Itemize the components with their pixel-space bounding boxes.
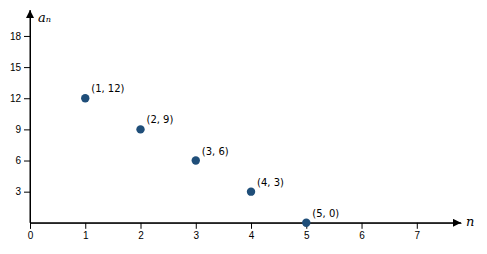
y-axis-line <box>30 11 31 229</box>
y-tick-mark <box>24 98 30 99</box>
y-tick-mark <box>24 161 30 162</box>
x-tick: 2 <box>138 223 144 241</box>
point <box>136 125 144 133</box>
y-tick-label: 18 <box>10 31 22 42</box>
point <box>81 94 89 102</box>
point <box>302 219 310 227</box>
data-label: (4, 3) <box>257 177 284 188</box>
y-tick-mark <box>24 192 30 193</box>
y-tick: 15 <box>10 62 30 73</box>
x-tick-label: 6 <box>359 230 365 241</box>
x-axis: 0 1 2 3 4 5 6 7 <box>28 223 462 241</box>
y-tick-mark <box>24 67 30 68</box>
x-tick-mark <box>85 223 86 229</box>
y-tick-label: 9 <box>15 124 21 135</box>
chart-container: 01234567369121518naₙ(1, 12)(2, 9)(3, 6)(… <box>0 0 487 254</box>
y-axis-arrow <box>30 10 31 223</box>
data-label: (1, 12) <box>91 83 124 94</box>
y-tick-label: 6 <box>15 155 21 166</box>
y-axis-label: aₙ <box>38 10 51 25</box>
x-tick-mark <box>362 223 363 229</box>
y-tick: 12 <box>10 93 30 104</box>
x-tick-label: 2 <box>138 230 144 241</box>
x-tick-label: 1 <box>83 230 89 241</box>
data-labels: (1, 12) (2, 9) (3, 6) (4, 3) (5, 0) <box>91 83 339 219</box>
x-tick-label: 5 <box>304 230 310 241</box>
x-axis-arrow <box>30 222 461 223</box>
x-tick-mark <box>196 223 197 229</box>
x-tick-label: 7 <box>415 230 421 241</box>
data-label: (5, 0) <box>312 208 339 219</box>
point <box>247 187 255 195</box>
y-tick-mark <box>24 36 30 37</box>
y-tick: 9 <box>15 124 30 135</box>
x-tick: 6 <box>359 223 365 241</box>
x-tick-label: 3 <box>193 230 199 241</box>
x-tick-label: 0 <box>28 230 34 241</box>
x-tick: 4 <box>249 223 255 241</box>
y-tick: 6 <box>15 155 30 166</box>
x-axis-label: n <box>466 214 474 229</box>
point <box>192 156 200 164</box>
y-tick-label: 15 <box>10 62 22 73</box>
x-tick-label: 4 <box>249 230 255 241</box>
y-tick: 3 <box>15 186 30 197</box>
data-label: (2, 9) <box>147 114 174 125</box>
x-tick: 7 <box>415 223 421 241</box>
x-tick: 1 <box>83 223 89 241</box>
data-label: (3, 6) <box>202 146 229 157</box>
x-axis-line <box>31 223 462 224</box>
y-tick-label: 3 <box>15 186 21 197</box>
points <box>81 94 310 227</box>
y-tick-mark <box>24 129 30 130</box>
chart: 01234567369121518naₙ(1, 12)(2, 9)(3, 6)(… <box>0 0 487 254</box>
x-tick: 3 <box>193 223 199 241</box>
y-tick-label: 12 <box>10 93 22 104</box>
y-axis: 3 6 9 12 15 18 <box>10 11 31 229</box>
x-tick-mark <box>141 223 142 229</box>
x-tick-mark <box>417 223 418 229</box>
y-tick: 18 <box>10 31 30 42</box>
x-tick-mark <box>251 223 252 229</box>
